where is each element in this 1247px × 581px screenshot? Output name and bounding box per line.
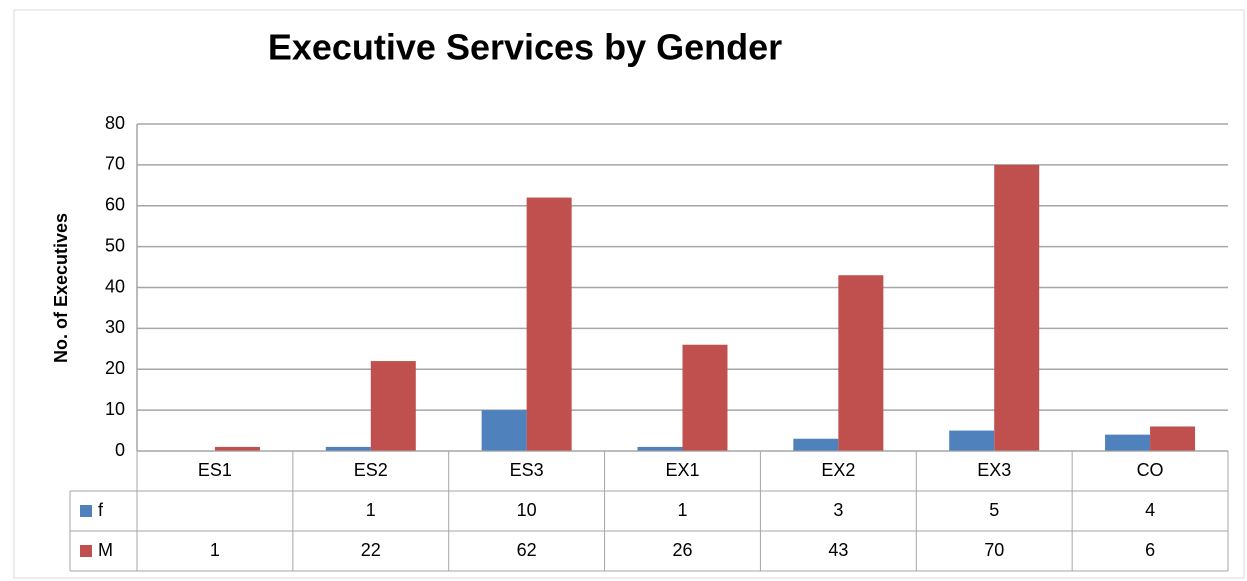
bar [325,446,371,451]
bar [949,430,995,451]
y-tick-label: 10 [105,399,125,419]
bar [637,446,683,451]
x-tick-label: ES1 [198,460,232,480]
table-value: 70 [984,540,1004,560]
bar [838,275,884,451]
table-value: 10 [517,500,537,520]
table-value: 1 [677,500,687,520]
legend-key [80,505,92,517]
table-value: 26 [672,540,692,560]
legend-label: M [98,540,113,560]
x-tick-label: CO [1137,460,1164,480]
legend-key [80,545,92,557]
table-value: 3 [833,500,843,520]
y-tick-label: 60 [105,195,125,215]
y-tick-label: 70 [105,154,125,174]
y-tick-label: 20 [105,358,125,378]
chart-title: Executive Services by Gender [268,27,782,68]
y-tick-label: 80 [105,113,125,133]
bar [793,438,839,451]
table-value: 43 [828,540,848,560]
x-tick-label: EX1 [665,460,699,480]
y-tick-label: 50 [105,235,125,255]
table-value: 4 [1145,500,1155,520]
chart-border [13,9,1245,579]
bar [1105,434,1151,451]
y-tick-label: 0 [115,440,125,460]
bar [370,361,416,451]
bar [994,164,1040,451]
x-tick-label: ES3 [510,460,544,480]
table-value: 5 [989,500,999,520]
bar [526,197,572,451]
table-value: 62 [517,540,537,560]
bar [481,410,527,451]
y-tick-label: 30 [105,317,125,337]
table-value: 1 [210,540,220,560]
bar [682,344,728,451]
x-tick-label: EX2 [821,460,855,480]
bar [214,446,260,451]
y-tick-label: 40 [105,276,125,296]
y-axis-label: No. of Executives [51,213,71,363]
bar [1150,426,1196,451]
x-tick-label: EX3 [977,460,1011,480]
table-value: 22 [361,540,381,560]
legend-label: f [98,500,104,520]
table-value: 6 [1145,540,1155,560]
x-tick-label: ES2 [354,460,388,480]
table-value: 1 [366,500,376,520]
